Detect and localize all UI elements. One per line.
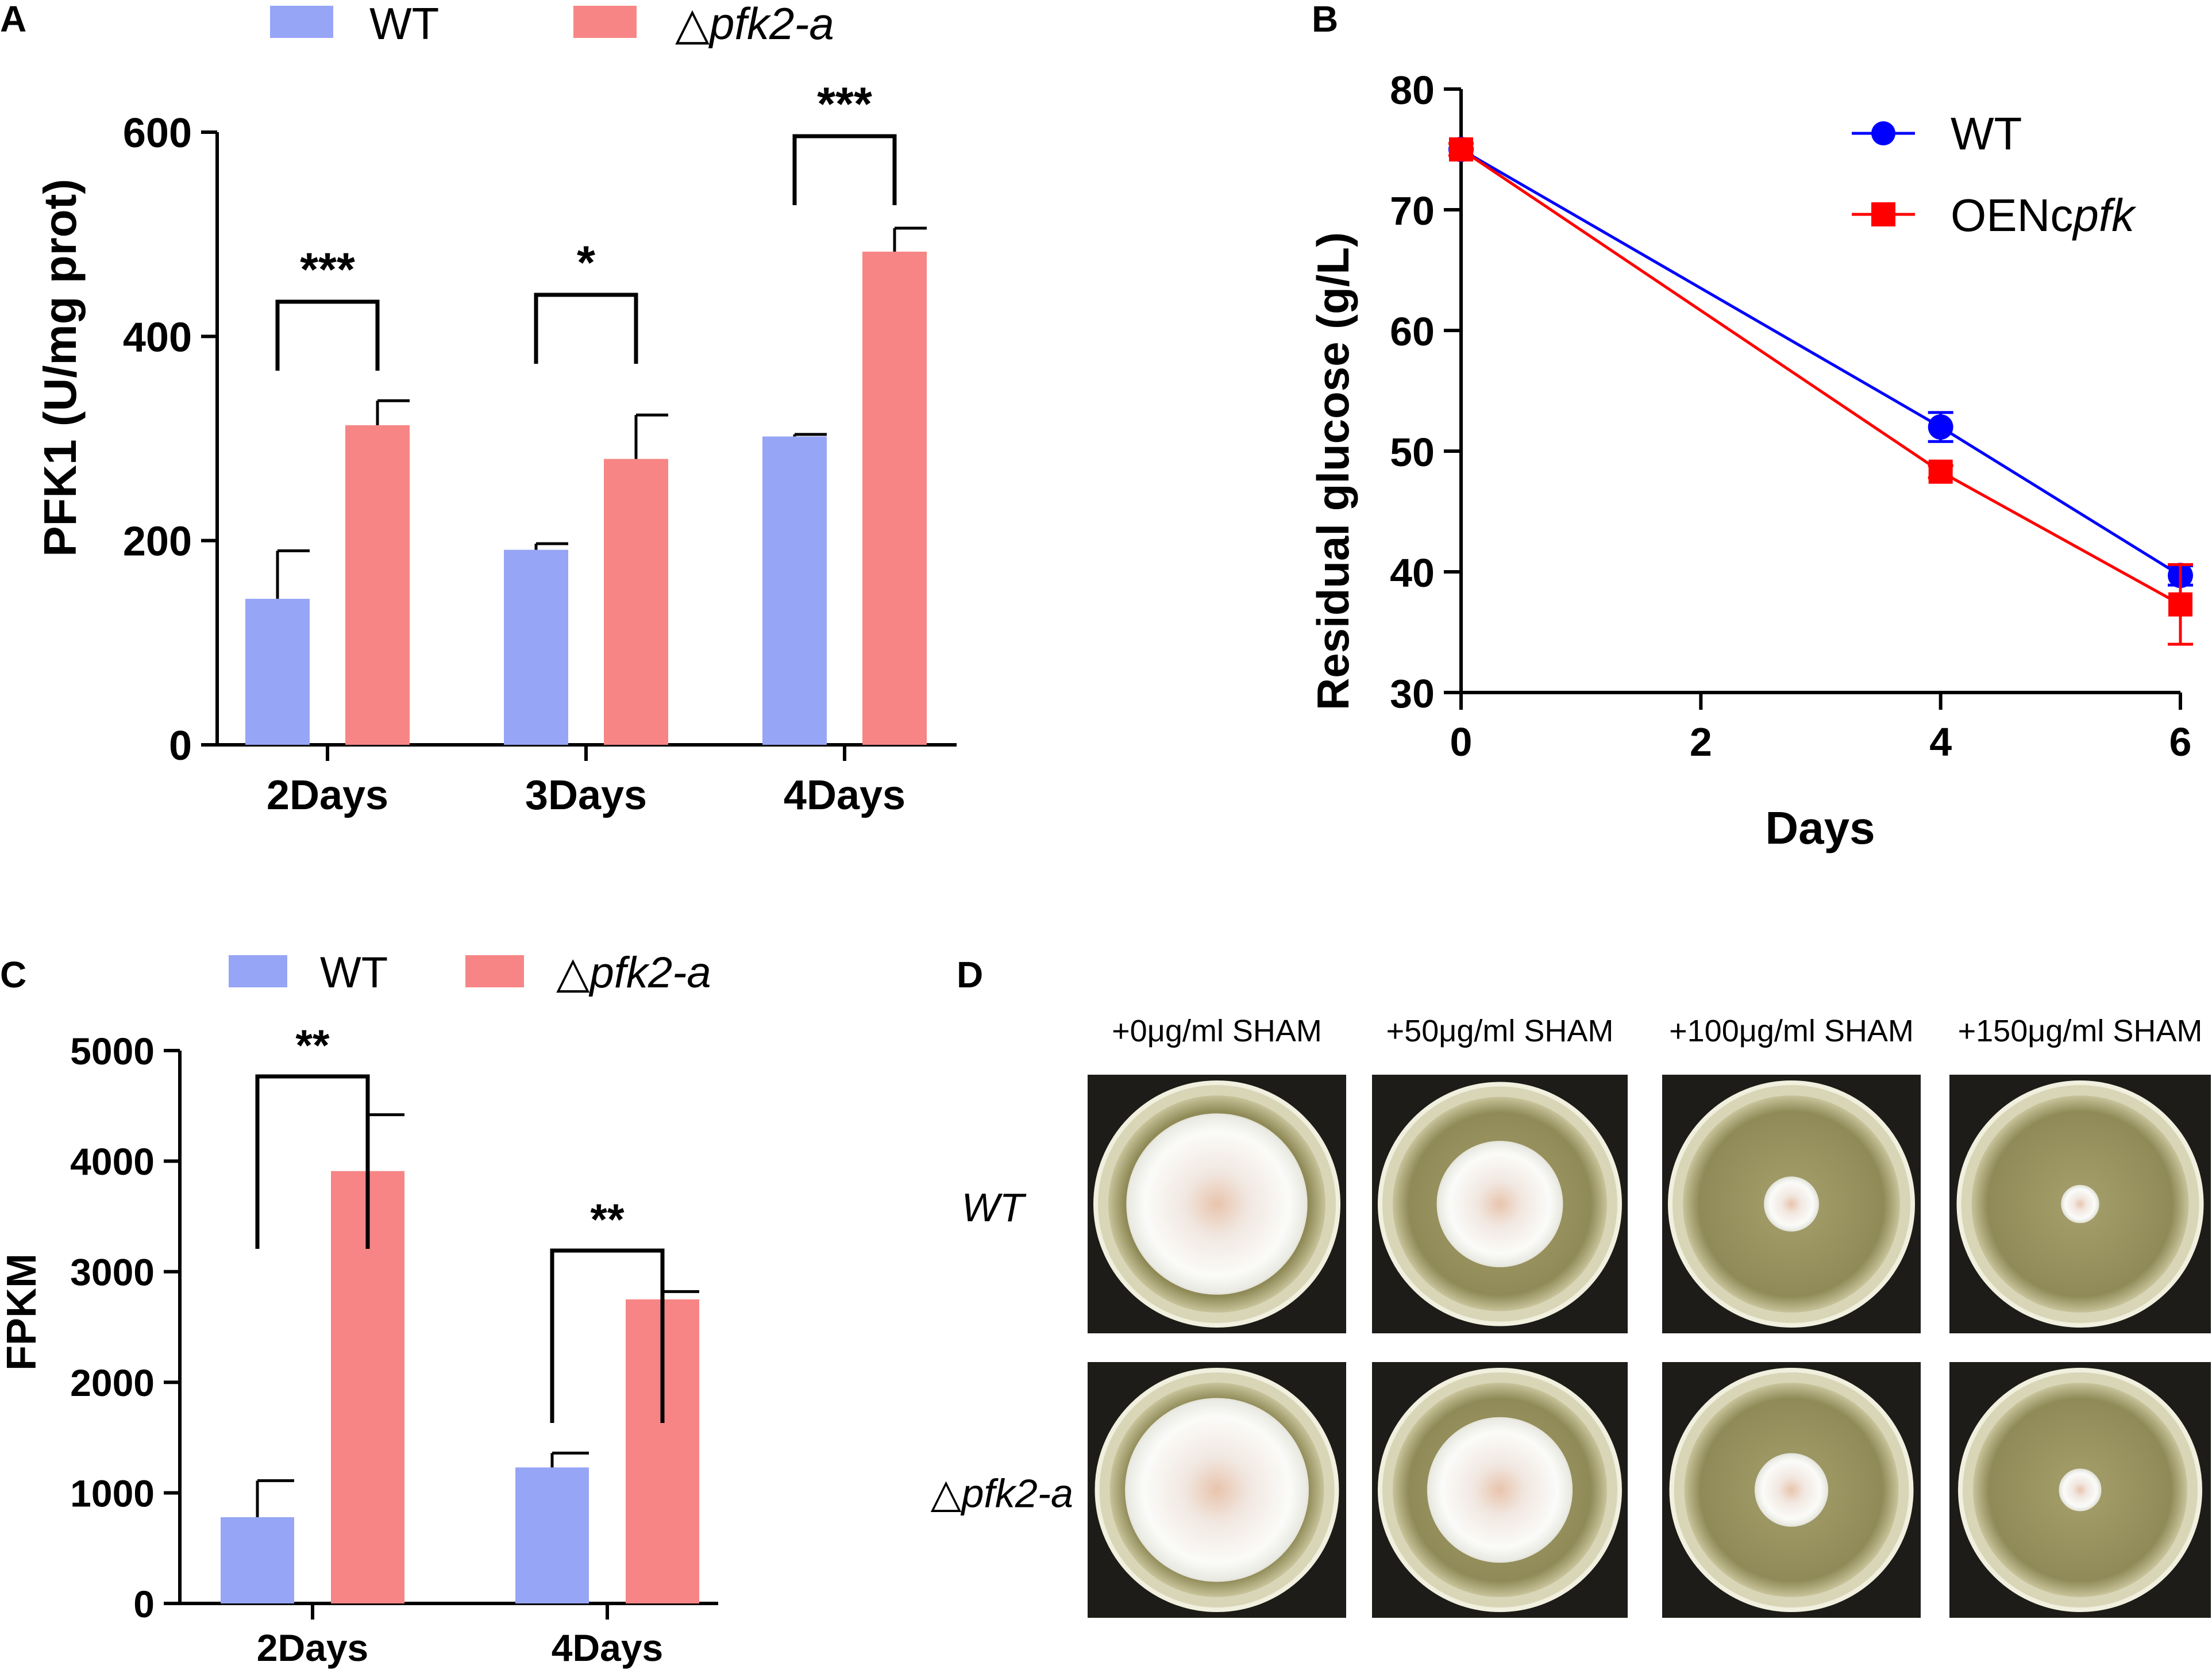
plate-row-label: △pfk2-a <box>931 1471 1073 1516</box>
legend-label-mutant: △pfk2-a <box>675 0 834 49</box>
y-tick-label: 30 <box>1390 671 1435 716</box>
fungal-colony <box>1436 1141 1563 1267</box>
legend-label-wt-b: WT <box>1951 108 2022 159</box>
panel-label-a: A <box>0 0 26 40</box>
plate-column-header: +100μg/ml SHAM <box>1669 1014 1914 1048</box>
y-tick-label: 1000 <box>70 1472 155 1514</box>
fungal-colony <box>1125 1398 1309 1582</box>
fungal-colony <box>2061 1184 2099 1224</box>
y-tick-label: 2000 <box>70 1361 155 1404</box>
chart-b-y-label: Residual glucose (g/L) <box>1308 232 1358 710</box>
bar-wt <box>245 598 310 745</box>
significance-label: *** <box>300 244 355 296</box>
x-tick-label: 4Days <box>784 772 905 818</box>
bar-wt <box>762 436 827 745</box>
chart-c: WT △pfk2-a FPKM 0 1000 2000 3000 4000 5000 2Da… <box>0 948 718 1669</box>
y-tick-label: 4000 <box>70 1140 155 1183</box>
y-tick-label: 3000 <box>70 1251 155 1294</box>
y-tick-label: 60 <box>1390 309 1435 354</box>
y-tick-label: 70 <box>1390 189 1435 233</box>
legend-swatch-mutant <box>573 6 637 38</box>
panel-label-c: C <box>0 954 26 995</box>
legend-swatch-wt <box>270 6 333 38</box>
x-tick-label: 4 <box>1929 720 1952 764</box>
bar-pfk2-a <box>345 425 410 745</box>
fungal-colony <box>1754 1453 1829 1527</box>
chart-a: WT △pfk2-a PFK1 (U/mg prot) 0 200 400 600 2D… <box>34 0 957 818</box>
significance-label: *** <box>817 78 872 130</box>
y-tick-label: 0 <box>169 723 192 769</box>
y-tick-label: 0 <box>133 1583 155 1625</box>
fungal-colony <box>2059 1468 2102 1511</box>
point-oencpfk <box>2168 592 2192 617</box>
legend-swatch-wt-c <box>229 955 287 987</box>
significance-bracket <box>255 1074 370 1249</box>
legend-swatch-mutant-c <box>465 955 524 987</box>
significance-bracket <box>534 293 638 364</box>
significance-bracket <box>550 1248 665 1423</box>
legend-marker-oencpfk <box>1871 202 1895 226</box>
bar-pfk2-a <box>604 459 668 745</box>
fungal-colony <box>1764 1176 1819 1232</box>
significance-label: ** <box>590 1195 625 1244</box>
significance-label: ** <box>295 1021 330 1070</box>
legend-marker-wt <box>1871 121 1895 145</box>
bar-wt <box>515 1467 589 1603</box>
y-tick-label: 400 <box>123 314 192 360</box>
legend-label-wt: WT <box>369 0 439 49</box>
y-tick-label: 50 <box>1390 430 1435 475</box>
bar-pfk2-a <box>862 251 927 745</box>
y-tick-label: 40 <box>1390 551 1435 595</box>
panel-label-b: B <box>1312 0 1338 40</box>
y-tick-label: 80 <box>1390 68 1435 113</box>
x-tick-label: 6 <box>2169 720 2192 764</box>
significance-label: * <box>577 237 595 289</box>
plate-column-header: +0μg/ml SHAM <box>1112 1014 1322 1048</box>
legend-label-wt-c: WT <box>320 948 388 997</box>
chart-c-y-label: FPKM <box>0 1253 45 1371</box>
y-tick-label: 200 <box>123 519 192 565</box>
bar-wt <box>221 1517 294 1603</box>
x-tick-label: 3Days <box>525 772 647 818</box>
x-tick-label: 2Days <box>267 772 388 818</box>
fungal-colony <box>1427 1417 1573 1563</box>
fungal-colony <box>1126 1113 1308 1295</box>
x-tick-label: 2Days <box>257 1626 369 1669</box>
point-wt <box>1928 414 1953 440</box>
x-tick-label: 4Days <box>552 1626 664 1669</box>
x-tick-label: 2 <box>1690 720 1712 764</box>
chart-b-x-label: Days <box>1765 802 1875 853</box>
significance-bracket <box>792 134 897 205</box>
chart-b: Residual glucose (g/L) Days WT OENcpfk 3… <box>1308 68 2193 853</box>
panel-label-d: D <box>957 954 983 995</box>
significance-bracket <box>275 299 380 371</box>
chart-a-y-label: PFK1 (U/mg prot) <box>34 179 86 557</box>
bar-wt <box>504 549 568 745</box>
point-oencpfk <box>1928 459 1953 484</box>
plate-column-header: +150μg/ml SHAM <box>1958 1014 2203 1048</box>
legend-label-oencpfk: OENcpfk <box>1951 190 2137 241</box>
x-tick-label: 0 <box>1450 720 1473 764</box>
plate-column-header: +50μg/ml SHAM <box>1386 1014 1614 1048</box>
point-oencpfk <box>1449 137 1473 161</box>
y-tick-label: 600 <box>123 110 192 156</box>
y-tick-label: 5000 <box>70 1030 155 1072</box>
plate-row-label: WT <box>962 1185 1027 1230</box>
legend-label-mutant-c: △pfk2-a <box>556 948 711 997</box>
plate-grid: +0μg/ml SHAM +50μg/ml SHAM +100μg/ml SHAM +… <box>931 1014 2211 1618</box>
